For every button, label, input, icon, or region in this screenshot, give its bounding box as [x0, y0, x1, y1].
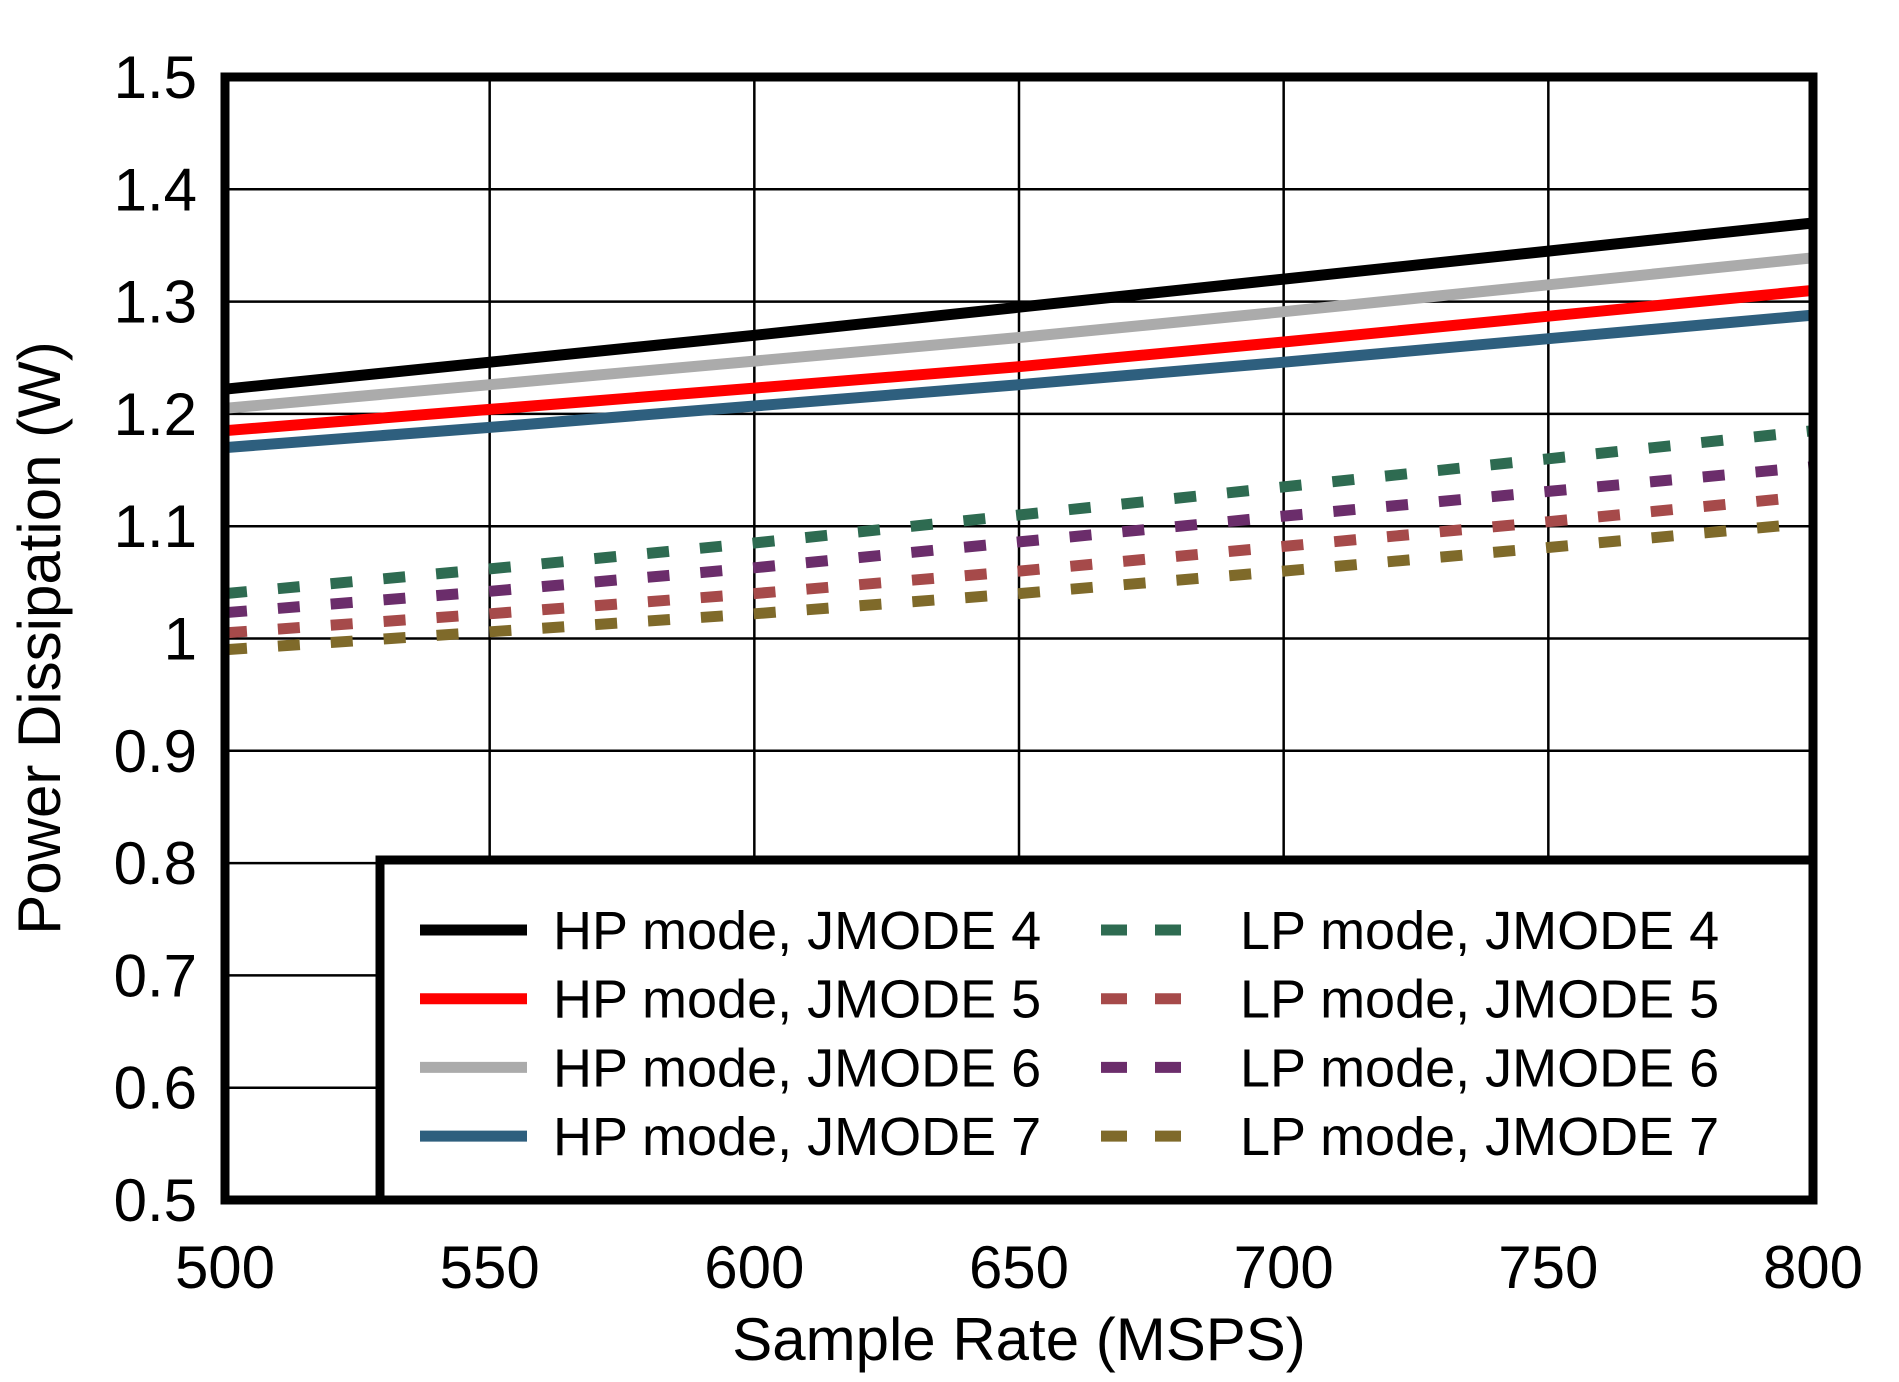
- legend: HP mode, JMODE 4 HP mode, JMODE 5 HP mode,…: [375, 855, 1818, 1205]
- legend-label-hp-mode-jmode-4: HP mode, JMODE 4: [553, 901, 1041, 961]
- tick-label-y-1.4: 1.4: [114, 156, 197, 223]
- legend-label-lp-mode-jmode-7: LP mode, JMODE 7: [1240, 1107, 1719, 1167]
- tick-label-x-750: 750: [1498, 1234, 1598, 1301]
- series-layer: [224, 217, 1814, 656]
- plot-frame: [220, 72, 1818, 1205]
- legend-label-hp-mode-jmode-6: HP mode, JMODE 6: [553, 1038, 1041, 1098]
- axes-frame: [220, 72, 1818, 1205]
- tick-label-x-800: 800: [1763, 1234, 1863, 1301]
- tick-label-y-0.6: 0.6: [114, 1055, 197, 1122]
- legend-label-lp-mode-jmode-5: LP mode, JMODE 5: [1240, 970, 1719, 1030]
- tick-label-y-0.9: 0.9: [114, 718, 197, 785]
- tick-label-x-500: 500: [175, 1234, 275, 1301]
- tick-label-y-0.5: 0.5: [114, 1167, 197, 1234]
- series-line-hp-mode-jmode-6: [224, 252, 1814, 414]
- series-line-hp-mode-jmode-5: [224, 284, 1814, 437]
- legend-label-hp-mode-jmode-5: HP mode, JMODE 5: [553, 970, 1041, 1030]
- tick-label-x-700: 700: [1234, 1234, 1334, 1301]
- tick-label-y-0.7: 0.7: [114, 942, 197, 1009]
- series-line-hp-mode-jmode-7: [224, 309, 1814, 454]
- y-axis-title: Power Dissipation (W): [6, 341, 73, 934]
- tick-label-y-1: 1: [164, 606, 197, 673]
- legend-label-lp-mode-jmode-6: LP mode, JMODE 6: [1240, 1038, 1719, 1098]
- tick-label-x-650: 650: [969, 1234, 1069, 1301]
- series-line-lp-mode-jmode-5: [224, 490, 1814, 639]
- tick-label-y-1.1: 1.1: [114, 493, 197, 560]
- tick-label-y-0.8: 0.8: [114, 830, 197, 897]
- series-line-lp-mode-jmode-6: [224, 461, 1814, 619]
- series-line-lp-mode-jmode-7: [224, 517, 1814, 656]
- tick-label-y-1.5: 1.5: [114, 44, 197, 111]
- x-axis-title: Sample Rate (MSPS): [732, 1306, 1306, 1373]
- tick-label-x-550: 550: [440, 1234, 540, 1301]
- tick-label-y-1.2: 1.2: [114, 381, 197, 448]
- series-line-hp-mode-jmode-4: [224, 217, 1814, 395]
- tick-label-x-600: 600: [704, 1234, 804, 1301]
- series-line-lp-mode-jmode-4: [224, 425, 1814, 600]
- legend-label-lp-mode-jmode-4: LP mode, JMODE 4: [1240, 901, 1719, 961]
- tick-labels-layer: 500 550 600 650 700 750 800 0.5 0.6 0.7 0.8 0.9 1 1.1…: [114, 44, 1863, 1301]
- tick-label-y-1.3: 1.3: [114, 269, 197, 336]
- legend-label-hp-mode-jmode-7: HP mode, JMODE 7: [553, 1107, 1041, 1167]
